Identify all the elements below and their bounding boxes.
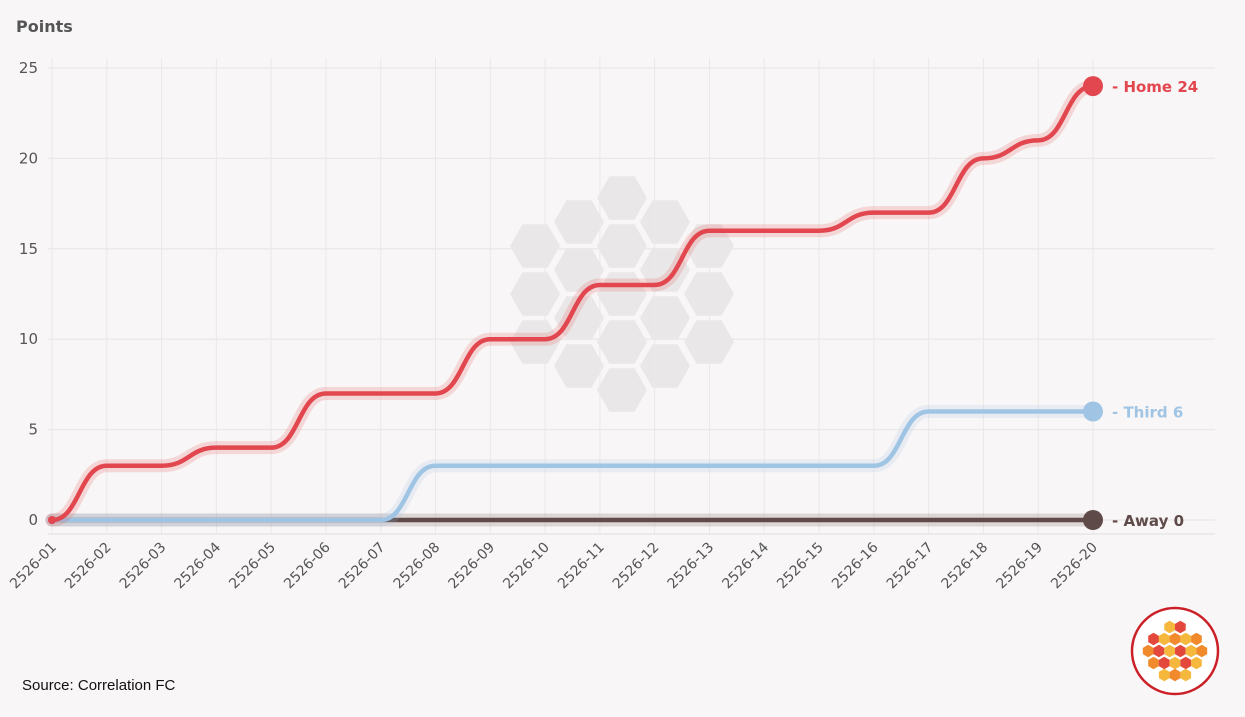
logo-hex: [1148, 656, 1159, 670]
source-note: Source: Correlation FC: [22, 677, 176, 694]
y-tick-label: 15: [19, 240, 38, 258]
logo-icon: [1130, 606, 1220, 696]
logo-hex: [1175, 620, 1186, 634]
watermark-hex: [554, 200, 604, 244]
y-axis-label: Points: [16, 17, 73, 36]
watermark-hex: [597, 176, 647, 220]
logo-hex: [1191, 632, 1202, 646]
logo-hex: [1164, 620, 1175, 634]
y-tick-label: 25: [19, 59, 38, 77]
logo-hex: [1153, 644, 1165, 658]
watermark-hex: [510, 224, 560, 268]
logo-hex: [1158, 632, 1170, 646]
logo-hex: [1142, 644, 1154, 658]
logo-hex: [1180, 668, 1192, 682]
y-tick-labels: 0 5 10 15 20 25: [19, 59, 38, 529]
watermark-hex: [597, 368, 647, 412]
logo-hex: [1158, 656, 1170, 670]
watermark-hex: [640, 248, 690, 292]
watermark-hex: [554, 296, 604, 340]
series-end-label-third: - Third 6: [1112, 404, 1183, 422]
series-lines: [45, 76, 1103, 530]
series-end-point-home: [1083, 76, 1103, 97]
series-end-label-home: - Home 24: [1112, 78, 1198, 96]
watermark-hex: [640, 344, 690, 388]
logo-hex: [1175, 644, 1186, 658]
series-end-labels: - Away 0 - Third 6 - Home 24: [1112, 78, 1198, 530]
series-end-label-away: - Away 0: [1112, 512, 1184, 530]
watermark-hex: [510, 320, 560, 364]
logo-hex: [1180, 656, 1192, 670]
hexagon-watermark-icon: [510, 176, 734, 412]
logo-hex: [1169, 656, 1181, 670]
watermark-hex: [640, 200, 690, 244]
y-tick-label: 10: [19, 330, 38, 348]
logo-hex: [1196, 644, 1208, 658]
watermark-hex: [554, 344, 604, 388]
series-line-third: [49, 409, 1096, 523]
logo-hex: [1158, 668, 1170, 682]
logo-hex: [1191, 656, 1202, 670]
gridlines: [48, 58, 1215, 535]
watermark-hex: [640, 296, 690, 340]
logo-hex: [1148, 632, 1159, 646]
watermark-hex: [597, 224, 647, 268]
logo-hex: [1169, 668, 1181, 682]
watermark-hex: [597, 320, 647, 364]
logo-hex: [1169, 632, 1181, 646]
y-tick-label: 20: [19, 149, 38, 167]
logo-hex: [1185, 644, 1197, 658]
logo-hex: [1180, 632, 1192, 646]
series-start-point-home: [48, 516, 56, 524]
y-tick-label: 5: [28, 421, 38, 439]
series-end-point-third: [1083, 401, 1103, 422]
series-line-home: [49, 83, 1096, 523]
watermark-hex: [554, 248, 604, 292]
watermark-hex: [510, 272, 560, 316]
series-end-point-away: [1083, 510, 1103, 530]
logo-hex: [1164, 644, 1175, 658]
y-tick-label: 0: [28, 511, 38, 529]
